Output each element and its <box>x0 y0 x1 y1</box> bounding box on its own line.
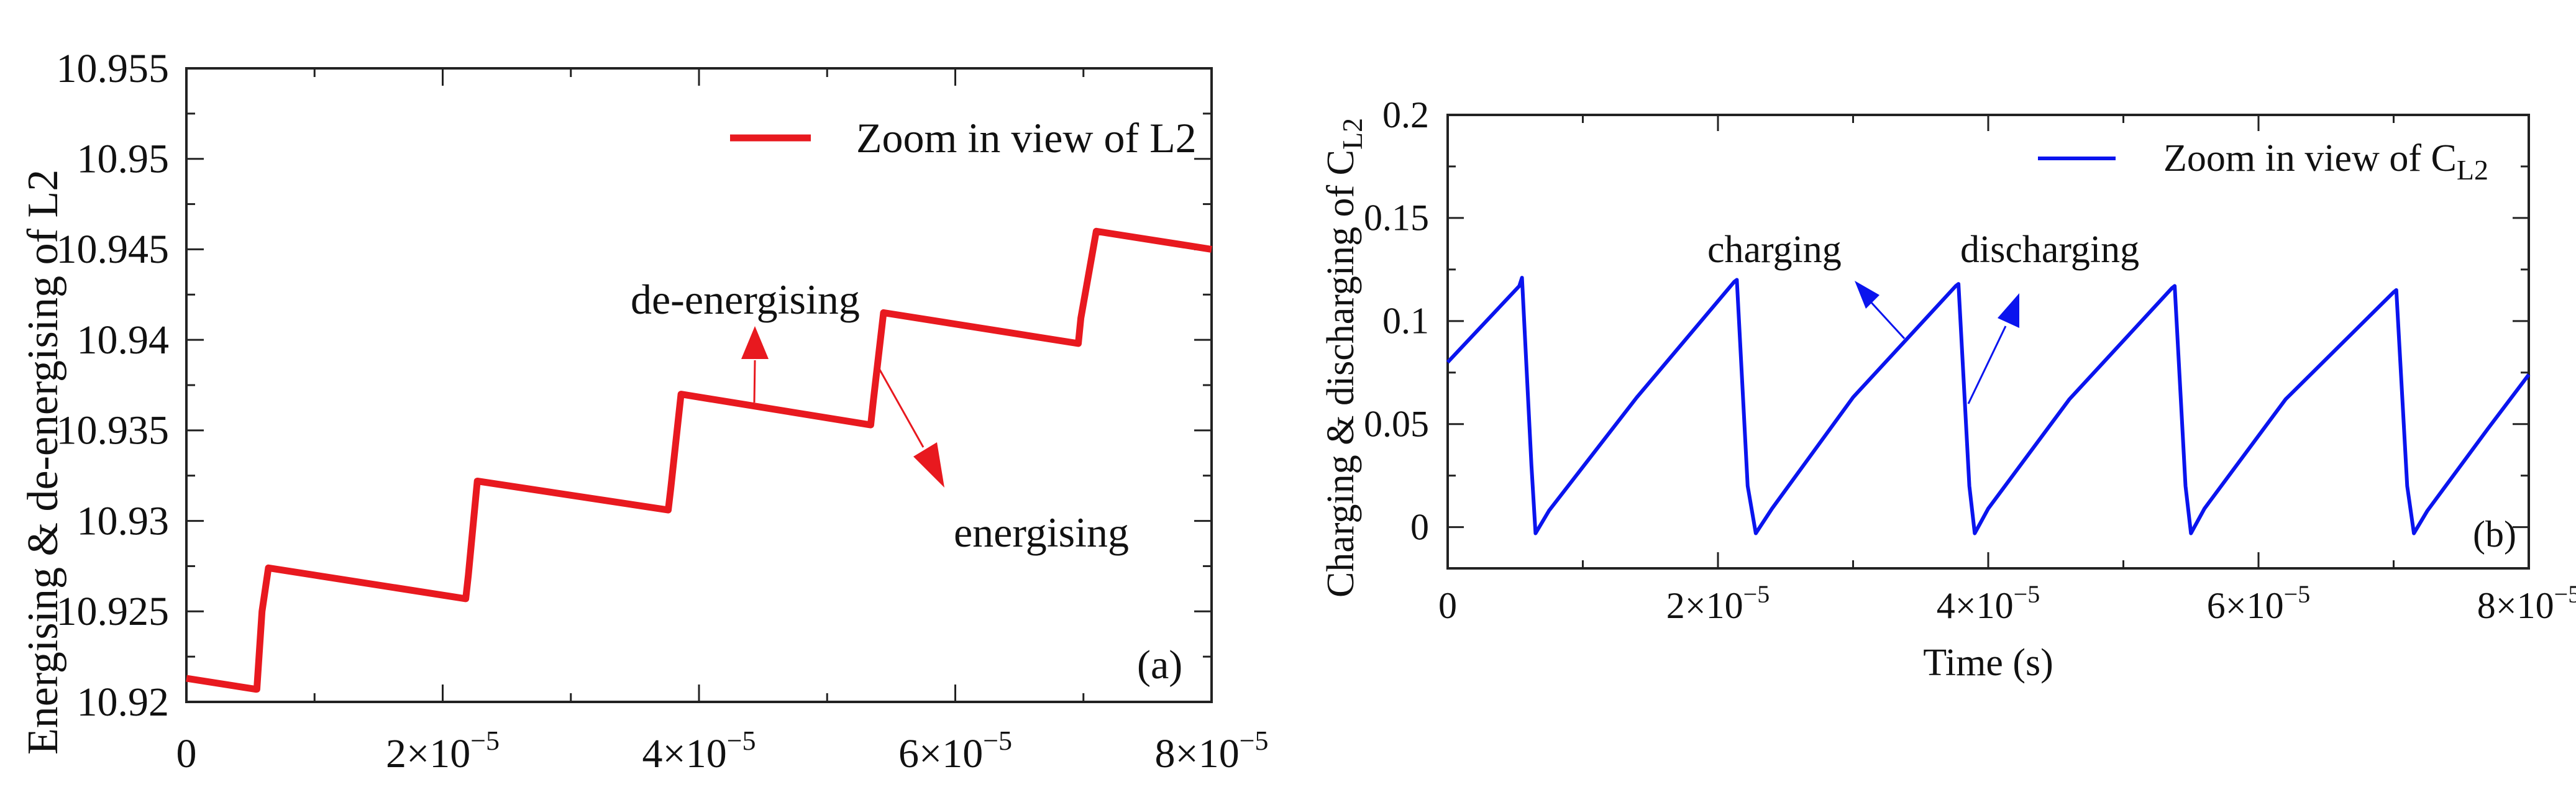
panel-b-ticks <box>1446 114 2530 568</box>
panel-a-y-tick-label: 10.95 <box>77 136 170 181</box>
panel-b-x-tick-label-exp: −5 <box>2284 580 2311 608</box>
panel-b-x-tick-label-exp: −5 <box>1743 580 1770 608</box>
panel-b-x-tick-label: 8×10−5 <box>2477 580 2576 626</box>
panel-a-energising-chart: 0 2×10−5 4×10−5 6×10−5 8×10−5 10.9210.92510.… <box>19 46 1269 776</box>
panel-a-series-line <box>186 227 1212 693</box>
panel-a-x-tick-label: 8×10−5 <box>1154 726 1268 776</box>
panel-a-x-tick-label-base: 0 <box>176 731 197 776</box>
panel-b-charging-chart: 0 2×10−5 4×10−5 6×10−5 8×10−5 00.050.10.150.… <box>1320 94 2576 684</box>
panel-b-x-tick-label-base: 2×10 <box>1666 585 1743 626</box>
panel-b-y-axis-label-sub: L2 <box>1336 118 1368 150</box>
panel-a-y-tick-label: 10.93 <box>77 498 170 544</box>
panel-b-x-tick-label: 4×10−5 <box>1937 580 2040 626</box>
panel-a-x-tick-label: 4×10−5 <box>642 726 756 776</box>
panel-a-x-tick-label-exp: −5 <box>1240 726 1269 756</box>
panel-b-y-tick-label: 0 <box>1410 506 1429 547</box>
panel-a-legend-label: Zoom in view of L2 <box>856 114 1197 161</box>
panel-a-y-tick-label: 10.955 <box>57 46 170 91</box>
panel-a-y-tick-labels: 10.92 10.925 10.93 10.935 10.94 10.945 10.95 10… <box>57 46 170 725</box>
panel-a-x-tick-label-base: 2×10 <box>386 731 470 776</box>
panel-b-x-tick-labels: 0 2×10−5 4×10−5 6×10−5 8×10−5 <box>1438 580 2576 626</box>
panel-b-x-tick-label-base: 6×10 <box>2207 585 2284 626</box>
panel-b-x-tick-label: 2×10−5 <box>1666 580 1770 626</box>
panel-a-x-tick-label-base: 4×10 <box>642 731 726 776</box>
panel-b-x-axis-label: Time (s) <box>1923 642 2053 684</box>
panel-a-annotation-energising: energising <box>954 509 1129 556</box>
panel-a-x-tick-labels: 0 2×10−5 4×10−5 6×10−5 8×10−5 <box>176 726 1269 776</box>
panel-b-x-tick-label-base: 0 <box>1438 585 1457 626</box>
panel-b-x-tick-label-exp: −5 <box>2554 580 2576 608</box>
panel-b-annotation-discharging: discharging <box>1960 229 2139 271</box>
panel-a-x-tick-label-exp: −5 <box>470 726 500 756</box>
panel-b-annotation-charging: charging <box>1707 229 1842 271</box>
panel-b-annotation-charging-arrow <box>1855 281 1906 340</box>
panel-b-x-tick-label: 6×10−5 <box>2207 580 2310 626</box>
panel-a-x-tick-label: 2×10−5 <box>386 726 500 776</box>
panel-b-x-tick-label-base: 8×10 <box>2477 585 2554 626</box>
panel-b-legend-label-base: Zoom in view of C <box>2163 137 2457 180</box>
panel-a-y-tick-label: 10.94 <box>77 317 170 363</box>
panel-a-x-tick-label-base: 6×10 <box>898 731 983 776</box>
panel-b-y-axis-label-base: Charging & discharging of C <box>1320 150 1362 598</box>
panel-b-y-tick-label: 0.2 <box>1382 94 1429 135</box>
panel-a-x-tick-label-base: 8×10 <box>1154 731 1239 776</box>
panel-a-plot-frame <box>185 67 1213 703</box>
panel-a-y-tick-label: 10.925 <box>57 589 170 634</box>
panel-a-annotation-energising-arrow <box>877 366 944 488</box>
panel-b-legend-label: Zoom in view of CL2 <box>2163 137 2488 186</box>
panel-b-x-tick-label-exp: −5 <box>2014 580 2040 608</box>
panel-b-y-tick-label: 0.15 <box>1364 198 1429 239</box>
panel-a-x-tick-label-exp: −5 <box>983 726 1012 756</box>
panel-a-x-tick-label: 0 <box>176 731 197 776</box>
panel-a-x-tick-label: 6×10−5 <box>898 726 1012 776</box>
panel-b-tag: (b) <box>2473 514 2516 555</box>
panel-a-annotation-de-energising: de-energising <box>631 276 860 323</box>
panel-b-legend-label-sub: L2 <box>2457 154 2488 186</box>
panel-b-plot-frame <box>1446 114 2530 570</box>
panel-b-y-tick-labels: 0 0.05 0.1 0.15 0.2 <box>1364 94 1429 548</box>
panel-a-x-tick-label-exp: −5 <box>727 726 756 756</box>
panel-b-x-tick-label-base: 4×10 <box>1937 585 2014 626</box>
panel-b-y-axis-label: Charging & discharging of CL2 <box>1320 118 1368 598</box>
panel-a-y-axis-label: Energising & de-energising of L2 <box>19 170 67 755</box>
panel-a-ticks <box>185 67 1213 703</box>
panel-b-y-tick-label: 0.05 <box>1364 404 1429 445</box>
panel-a-y-tick-label: 10.945 <box>57 227 170 272</box>
panel-a-tag: (a) <box>1137 642 1182 688</box>
panel-a-y-tick-label: 10.92 <box>77 680 170 725</box>
panel-b-annotation-discharging-arrow <box>1967 293 2019 404</box>
panel-a-y-tick-label: 10.935 <box>57 408 170 453</box>
panel-b-y-tick-label: 0.1 <box>1382 301 1429 342</box>
panel-b-x-tick-label: 0 <box>1438 585 1457 626</box>
panel-b-series-line <box>1446 276 2531 535</box>
panel-a-annotation-de-energising-arrow <box>741 326 769 403</box>
